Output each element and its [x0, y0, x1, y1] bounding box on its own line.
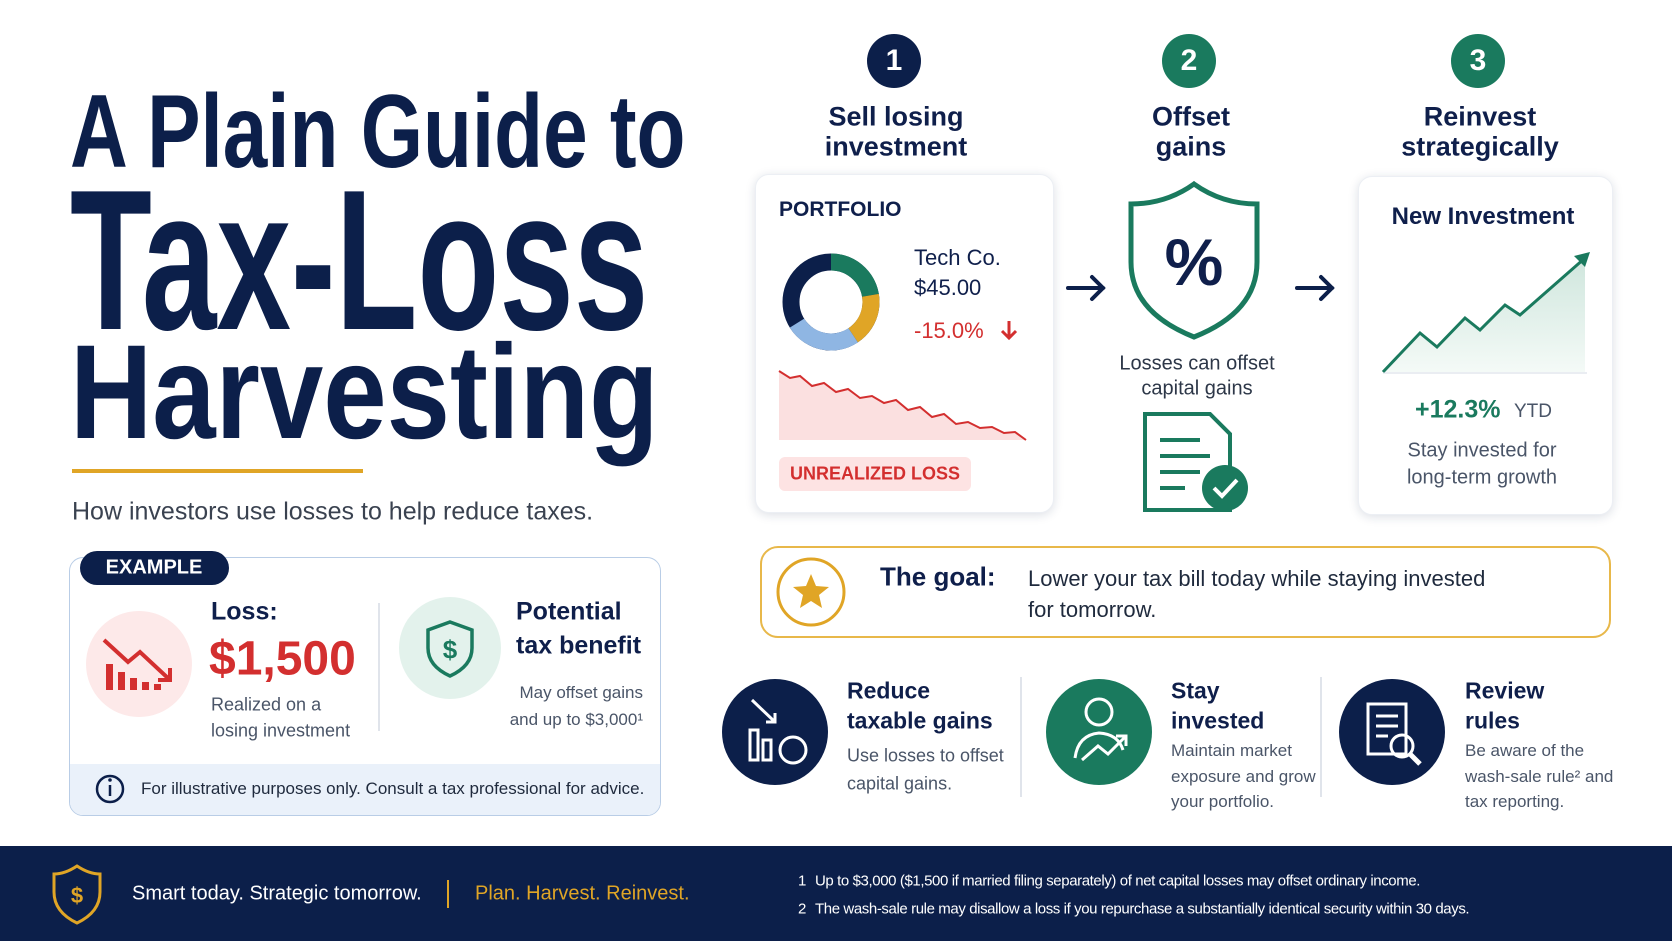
- percent-symbol: %: [1164, 225, 1224, 299]
- growth-graphic: [1381, 252, 1590, 374]
- goal-box: [760, 546, 1611, 638]
- footnote: The wash-sale rule may disallow a loss i…: [815, 900, 1470, 918]
- footer-icon: [52, 864, 449, 925]
- title-line: Harvesting: [70, 318, 659, 467]
- example-badge: [80, 551, 229, 585]
- subtitle: How investors use losses to help reduce …: [72, 497, 594, 526]
- benefit-text: Use losses to offset: [847, 745, 1004, 766]
- benefit-heading: Stay: [1171, 677, 1220, 704]
- disclaimer-strip: [70, 764, 660, 815]
- benefit-note: May offset gains: [519, 683, 643, 702]
- loss-badge: UNREALIZED LOSS: [789, 463, 961, 484]
- footnote: Up to $3,000 ($1,500 if married filing s…: [815, 872, 1421, 890]
- footer-symbol: $: [70, 883, 84, 908]
- step-title: strategically: [1401, 131, 1559, 162]
- goal-icon: [776, 557, 846, 627]
- footer: [0, 846, 1672, 941]
- benefit-heading: Review: [1465, 677, 1545, 704]
- shield-symbol: $: [442, 634, 458, 665]
- benefit-text: Maintain market: [1171, 741, 1292, 760]
- portfolio-heading: PORTFOLIO: [779, 198, 902, 221]
- holding-name: Tech Co.: [914, 245, 1001, 270]
- loss-amount: $1,500: [209, 632, 356, 686]
- holding-change: -15.0%: [914, 318, 984, 343]
- offset-caption: capital gains: [1141, 377, 1253, 400]
- step-number: 2: [1180, 44, 1198, 77]
- footnote-number: 1: [798, 872, 807, 890]
- loss-note: losing investment: [211, 720, 351, 741]
- growth-caption: Stay invested for: [1407, 439, 1557, 462]
- goal-text: Lower your tax bill today while staying …: [1028, 566, 1486, 591]
- benefit-text: tax reporting.: [1465, 792, 1565, 811]
- example-box: [69, 557, 661, 816]
- portfolio-card: [755, 174, 1054, 513]
- goal-text: for tomorrow.: [1028, 597, 1157, 622]
- step-title: Offset: [1151, 101, 1231, 132]
- step-circles: [867, 34, 1505, 88]
- benefit-text: exposure and grow: [1171, 767, 1316, 786]
- benefit-title: tax benefit: [516, 631, 642, 660]
- loss-note: Realized on a: [211, 694, 322, 715]
- title-line: A Plain Guide to: [70, 74, 686, 190]
- benefit-text: your portfolio.: [1171, 792, 1274, 811]
- disclaimer: For illustrative purposes only. Consult …: [141, 779, 645, 798]
- step-title: gains: [1155, 131, 1227, 162]
- step-title: Sell losing: [828, 101, 964, 132]
- benefit-note: and up to $3,000¹: [509, 710, 643, 729]
- footnote-number: 2: [798, 900, 807, 918]
- step-title: Reinvest: [1423, 101, 1537, 132]
- title-line: Tax-Loss: [70, 149, 649, 372]
- benefit-text: Be aware of the: [1465, 741, 1585, 760]
- motto: Plan. Harvest. Reinvest.: [475, 882, 690, 905]
- portfolio-graphics: [778, 180, 1335, 512]
- example-icons: [86, 597, 501, 804]
- tagline: Smart today. Strategic tomorrow.: [132, 882, 422, 905]
- benefit-icons: [722, 677, 1445, 797]
- benefit-text: wash-sale rule² and: [1465, 767, 1614, 786]
- benefit-heading: Reduce: [847, 677, 931, 704]
- offset-caption: Losses can offset: [1119, 352, 1275, 375]
- step-number: 1: [885, 44, 903, 77]
- title-underline: [72, 469, 363, 473]
- growth-caption: long-term growth: [1406, 466, 1558, 489]
- benefit-heading: invested: [1171, 707, 1265, 734]
- benefit-heading: taxable gains: [847, 707, 993, 734]
- holding-price: $45.00: [914, 275, 982, 300]
- return-period: YTD: [1514, 401, 1552, 422]
- benefit-title: Potential: [516, 597, 622, 626]
- step-number: 3: [1469, 44, 1487, 77]
- benefit-heading: rules: [1465, 707, 1520, 734]
- loss-label: Loss:: [211, 597, 278, 626]
- return-value: +12.3%: [1415, 395, 1501, 424]
- benefit-text: capital gains.: [847, 773, 953, 794]
- step-title: investment: [824, 131, 968, 162]
- goal-label: The goal:: [880, 561, 996, 592]
- badge-text: EXAMPLE: [105, 556, 203, 579]
- new-investment-heading: New Investment: [1391, 203, 1575, 230]
